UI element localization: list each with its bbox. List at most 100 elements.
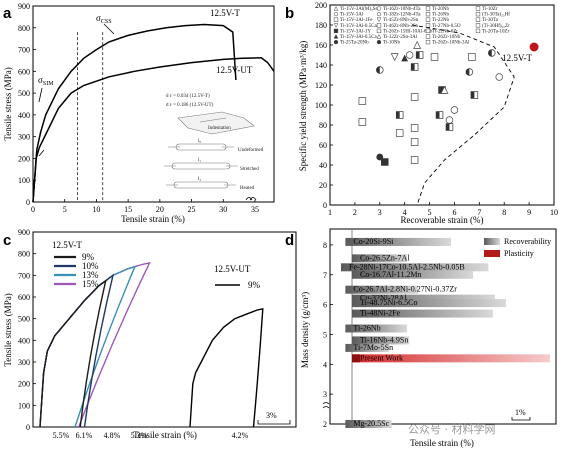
c-ytick-label: 200 (18, 380, 30, 389)
stretched-bar (171, 162, 231, 170)
b-legend-marker (475, 28, 481, 34)
b-legend-item: Ti-12Zr-2Sn-3Al (376, 34, 418, 40)
b-legend-item: Ti-46Zr-8Nb-2Sn (376, 23, 419, 29)
heated-bar (173, 181, 229, 189)
sigma-sim-label: σSIM (38, 75, 54, 87)
d-bar-plasticity (352, 354, 360, 363)
b-legend-item: Ti-10Nb (376, 39, 401, 46)
panel-a-series-label-ut: 12.5V-UT (216, 65, 253, 75)
b-data-point (495, 73, 503, 81)
a-xtick-label: 25 (188, 205, 196, 214)
b-data-point (410, 124, 419, 132)
b-legend-marker (333, 17, 339, 22)
c-ytick-label: 700 (18, 271, 30, 280)
panel-b-boundary-dashed (412, 24, 515, 206)
legend-plasticity-swatch (484, 250, 500, 257)
panel-a: a Tensile stress (MPa) Tensile strain (%… (3, 2, 275, 224)
panel-d-xlabel: Tensile strain (%) (410, 438, 474, 448)
b-legend-marker (333, 34, 339, 39)
panel-c: c Tensile stress (MPa) Tensile strain (%… (3, 228, 297, 440)
c-legend-title-right: 12.5V-UT (214, 264, 251, 274)
b-data-point (468, 53, 476, 61)
panel-d-axes (329, 228, 557, 425)
panel-c-curves (39, 261, 264, 428)
b-legend-marker (376, 17, 382, 23)
b-legend-label: Ti-22Nb (432, 18, 450, 23)
panel-b-legend: Ti-15V-3Al(M)₃SnTi-15V-3AlTi-15V-3Al-1Fe… (333, 6, 510, 46)
b-legend-label: Ti-10Zr (482, 7, 498, 12)
b-legend-item: Ti-22Nb (425, 17, 450, 23)
d-bar-label: Co-26.7Al-2.8Ni-0.27Ni-0.37Zr (353, 285, 457, 294)
d-ytick-label: 6 (323, 301, 327, 310)
b-data-point-fill (446, 123, 450, 131)
b-legend-label: (Ti-30Ta)₂₅Hf (482, 13, 510, 18)
b-ytick-label: 120 (315, 81, 327, 90)
undeformed-label: Undeformed (238, 148, 264, 153)
d-bar (341, 263, 489, 272)
b-legend-marker (425, 23, 431, 28)
b-legend-label: Ti-20Nb (432, 7, 450, 12)
inset-de-t: d ε = 0.034 (12.5V-T) (166, 94, 210, 99)
d-ytick-label: 2 (323, 420, 327, 429)
c-ut-legend-label: 9% (248, 280, 261, 290)
b-legend-marker (425, 11, 431, 17)
b-legend-label: Ti-26Zr-10Nb-3Al (432, 41, 470, 46)
b-data-point (410, 156, 419, 164)
b-xtick-label: 8 (502, 208, 506, 217)
b-legend-item: Ti-25Ta-20Nb (333, 39, 369, 46)
a-ytick-label: 900 (18, 2, 30, 11)
b-legend-marker (475, 23, 481, 28)
d-bar-label: Present Work (360, 353, 403, 362)
inset-schematic: d ε = 0.034 (12.5V-T) d ε = 0.186 (12.5V… (164, 94, 264, 191)
l0-label: l₀ (198, 139, 201, 144)
b-data-point (381, 158, 389, 166)
c-residual-label: 4.2% (232, 431, 249, 440)
highlight-label: 12.5V-T (502, 53, 532, 63)
a-ytick-label: 300 (18, 133, 30, 142)
b-ytick-label: 40 (319, 161, 327, 170)
b-legend-item: Ti-15V-3Al-1Y (333, 28, 371, 34)
d-bar (352, 294, 495, 303)
heated-label: Heated (240, 186, 255, 191)
b-data-point-fill (470, 91, 475, 99)
d-bar-label: Co-20Si-9Si (353, 237, 394, 246)
d-bar-label: Co-16.7Al-11.2Mn (360, 270, 421, 279)
panel-a-series-label-t: 12.5V-T (210, 8, 240, 18)
b-legend-label: Ti-27Nb-0.5O (432, 24, 461, 29)
b-data-point-fill (376, 66, 380, 74)
legend-plasticity-label: Plasticity (504, 249, 534, 258)
panel-b: b Specific yield strength (MPa·m³/kg) Re… (285, 1, 558, 225)
b-legend-item: Ti-15V-3Al(M)₃Sn (333, 6, 379, 12)
b-legend-marker (475, 17, 481, 22)
b-data-point (450, 106, 459, 114)
c-ytick-label: 500 (18, 315, 30, 324)
a-ytick-label: 200 (18, 154, 30, 163)
d-scale-bar-line (511, 417, 531, 421)
panel-d-legend: Recoverability Plasticity (484, 237, 551, 258)
a-xtick-label: 5 (63, 205, 67, 214)
b-legend-marker (376, 28, 382, 34)
b-legend-item: Ti-45Zr-8Nb-2Sn (376, 17, 419, 23)
l2-label: l₂ (198, 177, 201, 182)
b-legend-item: Ti-30Ta (475, 17, 499, 23)
axis-break-a (245, 197, 257, 201)
d-bar-label: Ti-26Nb (353, 323, 380, 332)
a-ytick-label: 600 (18, 67, 30, 76)
b-legend-label: Ti-16Zr-10Nb-4Ta (383, 7, 421, 12)
sigma-css-arrow (103, 23, 115, 35)
b-legend-item: Ti-26Zr-15Hf-10Al-6Nb (376, 28, 433, 34)
d-bar (345, 420, 392, 428)
d-scale-bar: 1% (511, 408, 531, 421)
b-xtick-label: 4 (403, 208, 407, 217)
undeformed-bar (175, 143, 227, 151)
b-ytick-label: 0 (323, 201, 327, 210)
indentation-label: Indentation (208, 126, 231, 131)
b-legend-marker (475, 11, 481, 17)
b-data-point-fill (396, 111, 400, 119)
a-ytick-label: 700 (18, 46, 30, 55)
b-legend-label: (Ti-30Hf)₂₅Zr (482, 24, 510, 29)
b-legend-marker (425, 6, 431, 11)
d-bar (345, 324, 407, 333)
b-data-point (358, 97, 367, 105)
